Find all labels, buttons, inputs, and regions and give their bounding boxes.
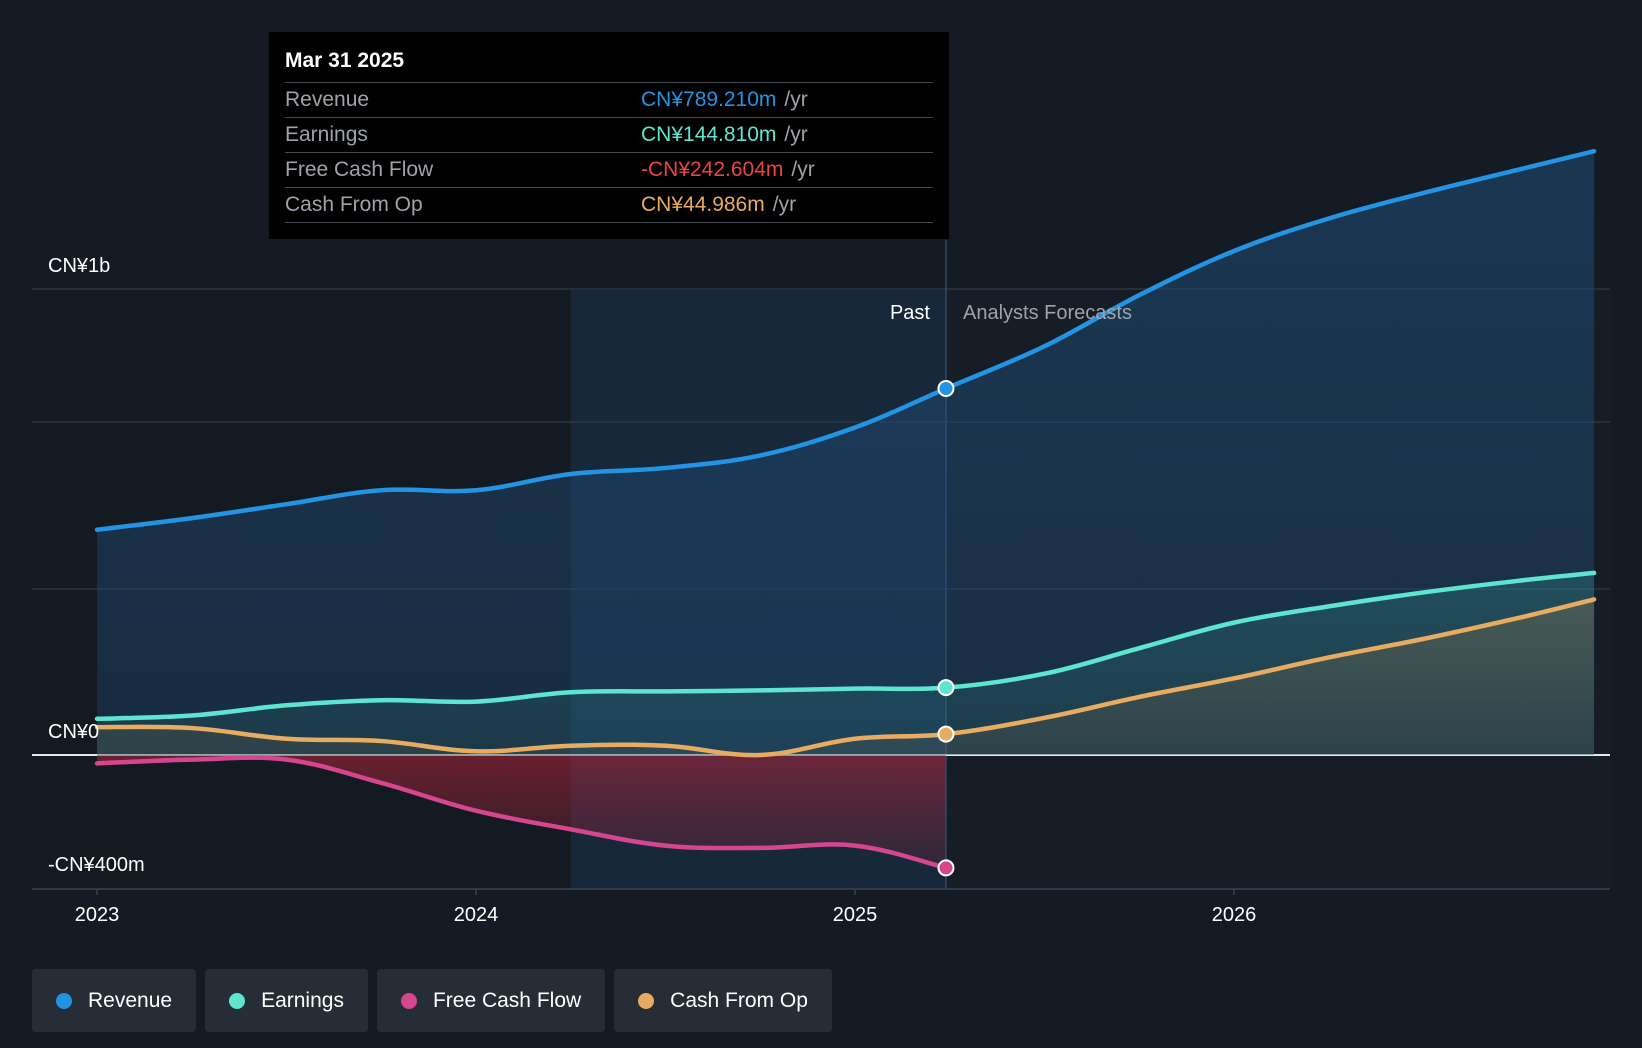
legend-item-revenue[interactable]: Revenue: [32, 969, 197, 1032]
free-cash-flow-dot-icon: [400, 992, 417, 1009]
legend-item-cash-from-op[interactable]: Cash From Op: [614, 969, 832, 1032]
tooltip-row-earnings: Earnings CN¥144.810m /yr: [285, 117, 933, 152]
tooltip-date: Mar 31 2025: [285, 49, 405, 72]
y-label-top: CN¥1b: [48, 255, 110, 277]
tooltip-row-name: Cash From Op: [285, 193, 423, 216]
tooltip-row-name: Free Cash Flow: [285, 158, 434, 181]
legend-label: Cash From Op: [670, 988, 808, 1012]
legend-item-earnings[interactable]: Earnings: [205, 969, 368, 1032]
x-tick-label: 2023: [75, 904, 120, 926]
legend: Revenue Earnings Free Cash Flow Cash Fro…: [32, 969, 832, 1032]
x-tick-label: 2026: [1212, 904, 1257, 926]
free-cash-flow-marker: [937, 859, 955, 877]
x-tick-label: 2025: [833, 904, 878, 926]
y-label-zero: CN¥0: [48, 721, 99, 743]
earnings-dot-icon: [229, 992, 246, 1009]
forecast-label: Analysts Forecasts: [963, 302, 1132, 324]
tooltip-row-unit: /yr: [791, 158, 815, 181]
earnings-marker: [937, 679, 955, 697]
tooltip-row-free-cash-flow: Free Cash Flow -CN¥242.604m /yr: [285, 152, 933, 187]
tooltip-row-unit: /yr: [784, 88, 808, 111]
cash-from-op-marker: [937, 725, 955, 743]
earnings-line: [94, 570, 1597, 722]
free-cash-flow-area: [97, 755, 946, 868]
tooltip-row-value: CN¥44.986m: [641, 193, 765, 216]
x-tick-label: 2024: [454, 904, 499, 926]
free-cash-flow-line: [94, 755, 949, 871]
tooltip-row-value: -CN¥242.604m: [641, 158, 784, 181]
revenue-area: [97, 151, 1595, 755]
tooltip: Mar 31 2025 Revenue CN¥789.210m /yr Earn…: [269, 32, 949, 239]
tooltip-row-unit: /yr: [772, 193, 797, 216]
legend-label: Revenue: [88, 988, 173, 1012]
tooltip-row-name: Revenue: [285, 88, 370, 111]
revenue-line: [94, 148, 1597, 532]
cash-from-op-area: [97, 599, 1595, 756]
cash-from-op-line: [94, 597, 1597, 758]
tooltip-row-value: CN¥144.810m: [641, 123, 777, 146]
tooltip-row-cash-from-op: Cash From Op CN¥44.986m /yr: [285, 187, 933, 223]
revenue-dot-icon: [56, 992, 72, 1009]
tooltip-row-name: Earnings: [285, 123, 368, 146]
y-label-bottom: -CN¥400m: [48, 854, 145, 876]
legend-label: Free Cash Flow: [432, 988, 582, 1012]
tooltip-row-unit: /yr: [784, 123, 808, 146]
cash-from-op-dot-icon: [638, 992, 655, 1009]
tooltip-row-value: CN¥789.210m: [641, 88, 777, 111]
legend-label: Earnings: [261, 988, 344, 1012]
past-label: Past: [890, 302, 930, 324]
legend-item-free-cash-flow[interactable]: Free Cash Flow: [376, 969, 606, 1032]
tooltip-row-revenue: Revenue CN¥789.210m /yr: [285, 82, 933, 117]
revenue-marker: [937, 380, 955, 398]
